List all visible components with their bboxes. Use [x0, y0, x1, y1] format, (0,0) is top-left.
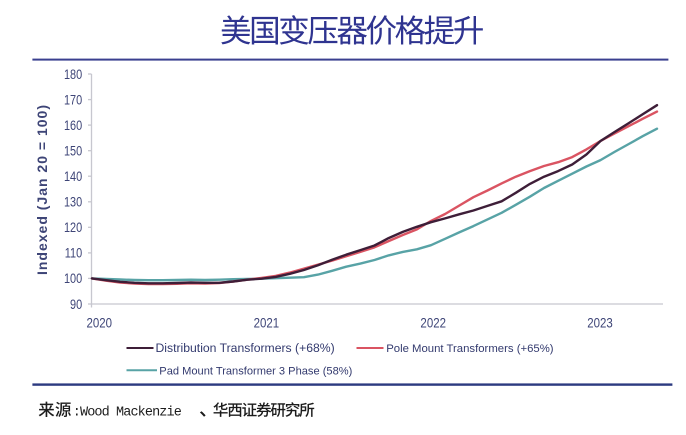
svg-text:100: 100: [64, 271, 82, 287]
svg-text:2023: 2023: [587, 314, 613, 330]
svg-text:90: 90: [70, 297, 82, 313]
svg-text:2022: 2022: [420, 314, 446, 330]
svg-text:110: 110: [65, 245, 82, 261]
svg-text:130: 130: [64, 194, 82, 210]
svg-text::Wood Mackenzie: :Wood Mackenzie: [73, 405, 182, 420]
svg-text:140: 140: [64, 169, 82, 185]
svg-text:150: 150: [64, 143, 82, 159]
svg-text:170: 170: [64, 92, 82, 108]
svg-text:180: 180: [64, 67, 82, 83]
svg-text:160: 160: [64, 118, 82, 134]
svg-text:Pad Mount Transformer 3 Phase: Pad Mount Transformer 3 Phase (58%): [159, 365, 352, 377]
svg-text:2020: 2020: [87, 314, 113, 330]
svg-text:2021: 2021: [254, 314, 280, 330]
svg-text:Indexed (Jan 20 = 100): Indexed (Jan 20 = 100): [34, 105, 50, 275]
svg-text:120: 120: [64, 220, 82, 236]
svg-text:Distribution Transformers (+68: Distribution Transformers (+68%): [156, 341, 335, 355]
svg-text:Pole Mount Transformers (+65%): Pole Mount Transformers (+65%): [386, 343, 554, 355]
